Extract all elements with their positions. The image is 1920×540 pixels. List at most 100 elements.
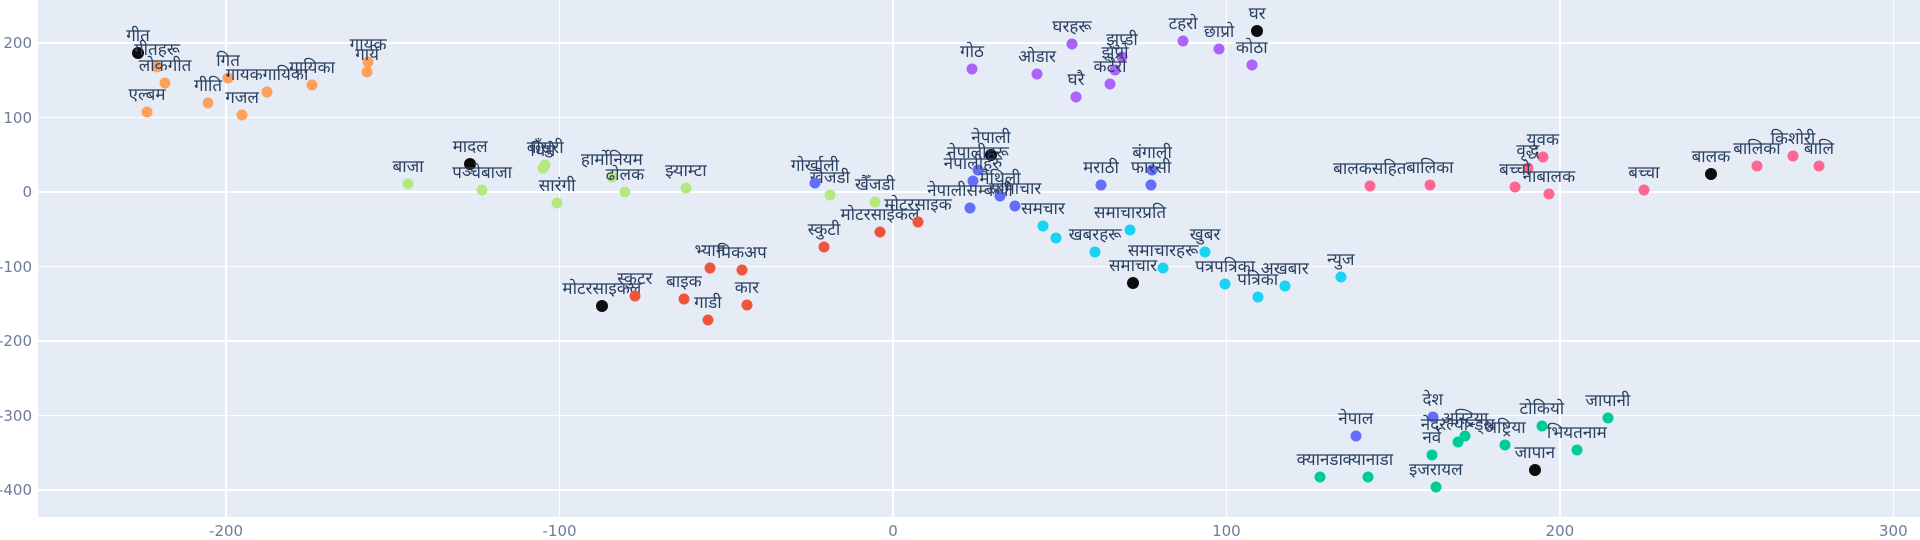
- y-tick-label: -200: [0, 332, 32, 351]
- data-point[interactable]: [994, 190, 1006, 202]
- data-point[interactable]: [741, 299, 753, 311]
- data-point[interactable]: [1704, 168, 1717, 181]
- data-point[interactable]: [1499, 439, 1511, 451]
- data-point[interactable]: [1095, 179, 1107, 191]
- data-point[interactable]: [629, 290, 641, 302]
- data-point[interactable]: [1813, 160, 1825, 172]
- data-point[interactable]: [1089, 246, 1101, 258]
- point-label: खबरहरू: [1068, 225, 1122, 246]
- data-point[interactable]: [476, 184, 488, 196]
- data-point[interactable]: [874, 226, 886, 238]
- point-label: पञ्चेबाजा: [452, 163, 513, 184]
- data-point[interactable]: [222, 72, 234, 84]
- data-point[interactable]: [704, 262, 716, 274]
- data-point[interactable]: [1364, 180, 1376, 192]
- data-point[interactable]: [236, 109, 248, 121]
- data-point[interactable]: [1213, 43, 1225, 55]
- data-point[interactable]: [261, 86, 273, 98]
- point-label: पत्रिका: [1237, 270, 1279, 291]
- data-point[interactable]: [1427, 411, 1439, 423]
- data-point[interactable]: [680, 182, 692, 194]
- data-point[interactable]: [1314, 471, 1326, 483]
- data-point[interactable]: [967, 175, 979, 187]
- data-point[interactable]: [964, 202, 976, 214]
- data-point[interactable]: [551, 197, 563, 209]
- data-point[interactable]: [1116, 51, 1128, 63]
- data-point[interactable]: [1157, 262, 1169, 274]
- data-point[interactable]: [1124, 224, 1136, 236]
- data-point[interactable]: [1031, 68, 1043, 80]
- data-point[interactable]: [966, 63, 978, 75]
- data-point[interactable]: [1509, 181, 1521, 193]
- data-point[interactable]: [1070, 91, 1082, 103]
- data-point[interactable]: [809, 177, 821, 189]
- data-point[interactable]: [1145, 179, 1157, 191]
- data-point[interactable]: [402, 178, 414, 190]
- plot-area[interactable]: गीत गीतहरू लोकगीत एल्बम गित गीति गजल गायकगायिका…: [38, 0, 1920, 517]
- data-point[interactable]: [362, 56, 374, 68]
- data-point[interactable]: [132, 47, 145, 60]
- data-point[interactable]: [678, 293, 690, 305]
- data-point[interactable]: [1522, 162, 1534, 174]
- data-point[interactable]: [1528, 464, 1541, 477]
- data-point[interactable]: [619, 186, 631, 198]
- data-point[interactable]: [1452, 436, 1464, 448]
- data-point[interactable]: [1638, 184, 1650, 196]
- point-label: अखबार: [1260, 259, 1309, 280]
- point-label: छाप्रो: [1203, 22, 1235, 43]
- data-point[interactable]: [912, 216, 924, 228]
- point-label: वृद्ध: [1516, 141, 1540, 162]
- point-label: मराठी: [1083, 158, 1119, 179]
- data-point[interactable]: [1009, 200, 1021, 212]
- data-point[interactable]: [1543, 188, 1555, 200]
- data-point[interactable]: [1066, 38, 1078, 50]
- data-point[interactable]: [141, 106, 153, 118]
- data-point[interactable]: [1050, 232, 1062, 244]
- data-point[interactable]: [1537, 151, 1549, 163]
- data-point[interactable]: [1426, 449, 1438, 461]
- data-point[interactable]: [1146, 164, 1158, 176]
- data-point[interactable]: [1251, 25, 1264, 38]
- data-point[interactable]: [1177, 35, 1189, 47]
- point-label: मैथिली: [979, 169, 1021, 190]
- data-point[interactable]: [1787, 150, 1799, 162]
- data-point[interactable]: [1279, 280, 1291, 292]
- data-point[interactable]: [1430, 481, 1442, 493]
- data-point[interactable]: [537, 162, 549, 174]
- data-point[interactable]: [1252, 291, 1264, 303]
- data-point[interactable]: [1362, 471, 1374, 483]
- data-point[interactable]: [736, 264, 748, 276]
- data-point[interactable]: [1602, 412, 1614, 424]
- data-point[interactable]: [824, 189, 836, 201]
- data-point[interactable]: [1219, 278, 1231, 290]
- point-label: गायकगायिका: [225, 65, 309, 86]
- data-point[interactable]: [1424, 179, 1436, 191]
- data-point[interactable]: [1335, 271, 1347, 283]
- data-point[interactable]: [464, 158, 477, 171]
- point-label: किशोरी: [1770, 129, 1816, 150]
- point-label: भियतनाम: [1546, 423, 1607, 444]
- data-point[interactable]: [595, 300, 608, 313]
- data-point[interactable]: [818, 241, 830, 253]
- data-point[interactable]: [1104, 78, 1116, 90]
- data-point[interactable]: [985, 149, 997, 162]
- data-point[interactable]: [1037, 220, 1049, 232]
- data-point[interactable]: [306, 79, 318, 91]
- data-point[interactable]: [1536, 420, 1548, 432]
- data-point[interactable]: [1109, 64, 1121, 76]
- data-point[interactable]: [1571, 444, 1583, 456]
- data-point[interactable]: [1459, 430, 1471, 442]
- data-point[interactable]: [1127, 277, 1140, 290]
- data-point[interactable]: [869, 196, 881, 208]
- data-point[interactable]: [151, 61, 163, 73]
- data-point[interactable]: [1350, 430, 1362, 442]
- data-point[interactable]: [361, 66, 373, 78]
- data-point[interactable]: [606, 171, 618, 183]
- data-point[interactable]: [202, 97, 214, 109]
- data-point[interactable]: [159, 77, 171, 89]
- data-point[interactable]: [1751, 160, 1763, 172]
- data-point[interactable]: [972, 164, 984, 176]
- data-point[interactable]: [1199, 246, 1211, 258]
- data-point[interactable]: [1246, 59, 1258, 71]
- data-point[interactable]: [702, 314, 714, 326]
